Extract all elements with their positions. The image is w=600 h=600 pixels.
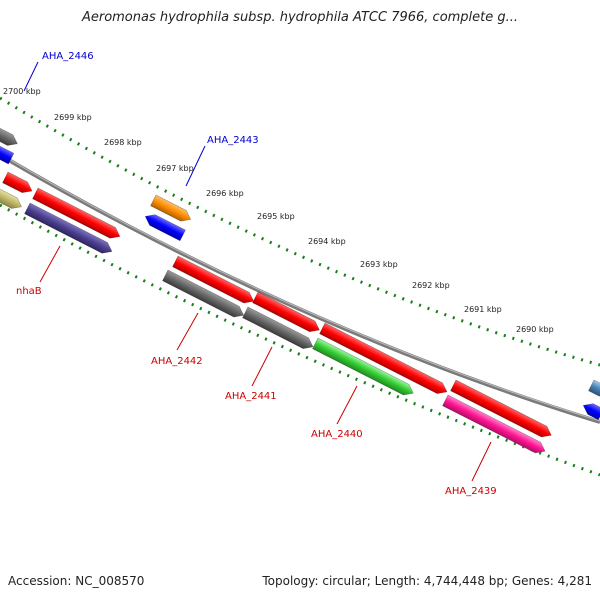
gene-label: AHA_2446 xyxy=(42,51,94,62)
tick-layer: 2700 kbp 2699 kbp 2698 kbp 2697 kbp 2696 kbp… xyxy=(3,87,554,334)
backbone-circle xyxy=(0,153,600,424)
tick-label: 2698 kbp xyxy=(104,138,142,147)
tick-ring-inner xyxy=(0,203,600,477)
cds-arrow xyxy=(24,202,113,254)
cds-arrow xyxy=(319,322,448,394)
cds-arrow xyxy=(32,187,121,239)
tick-label: 2692 kbp xyxy=(412,281,450,290)
cds-arrow xyxy=(0,117,18,146)
gene-label: AHA_2441 xyxy=(225,391,277,402)
cds-arrow xyxy=(588,379,600,397)
label-leader-line xyxy=(23,61,39,92)
tick-label: 2699 kbp xyxy=(54,113,92,122)
tick-label: 2697 kbp xyxy=(156,164,194,173)
map-title: Aeromonas hydrophila subsp. hydrophila A… xyxy=(81,10,519,25)
cds-arrow xyxy=(582,403,600,421)
cds-arrow xyxy=(144,214,186,242)
gene-label: AHA_2443 xyxy=(207,135,259,146)
tick-label: 2693 kbp xyxy=(360,260,398,269)
cds-layer xyxy=(0,117,600,454)
cds-arrow xyxy=(150,194,192,222)
topology-text: Topology: circular; Length: 4,744,448 bp… xyxy=(262,574,592,588)
cds-arrow xyxy=(312,337,414,396)
tick-label: 2700 kbp xyxy=(3,87,41,96)
cds-arrow xyxy=(442,394,546,454)
tick-label: 2694 kbp xyxy=(308,237,346,246)
tick-label: 2695 kbp xyxy=(257,212,295,221)
label-layer: AHA_2446 AHA_2443 nhaB AHA_2442 AHA_2441 AHA_… xyxy=(16,51,497,497)
cds-arrow xyxy=(450,379,552,438)
cds-arrow xyxy=(242,306,314,349)
accession-text: Accession: NC_008570 xyxy=(8,574,145,588)
label-leader-line xyxy=(176,312,199,351)
label-leader-line xyxy=(39,245,61,283)
label-leader-line xyxy=(251,346,273,387)
backbone-highlight xyxy=(0,153,600,422)
label-leader-line xyxy=(185,145,206,187)
label-leader-line xyxy=(471,441,492,482)
gene-label: AHA_2440 xyxy=(311,429,363,440)
cds-arrow xyxy=(162,269,245,318)
cds-arrow xyxy=(0,185,23,209)
cds-arrow xyxy=(252,291,320,333)
tick-label: 2691 kbp xyxy=(464,305,502,314)
gene-label: AHA_2439 xyxy=(445,486,497,497)
label-leader-line xyxy=(336,385,358,425)
cds-arrow xyxy=(0,139,15,165)
cds-arrow xyxy=(2,171,33,193)
tick-label: 2696 kbp xyxy=(206,189,244,198)
gene-label: AHA_2442 xyxy=(151,356,203,367)
cds-arrow xyxy=(172,255,255,304)
gene-label: nhaB xyxy=(16,286,42,297)
tick-label: 2690 kbp xyxy=(516,325,554,334)
